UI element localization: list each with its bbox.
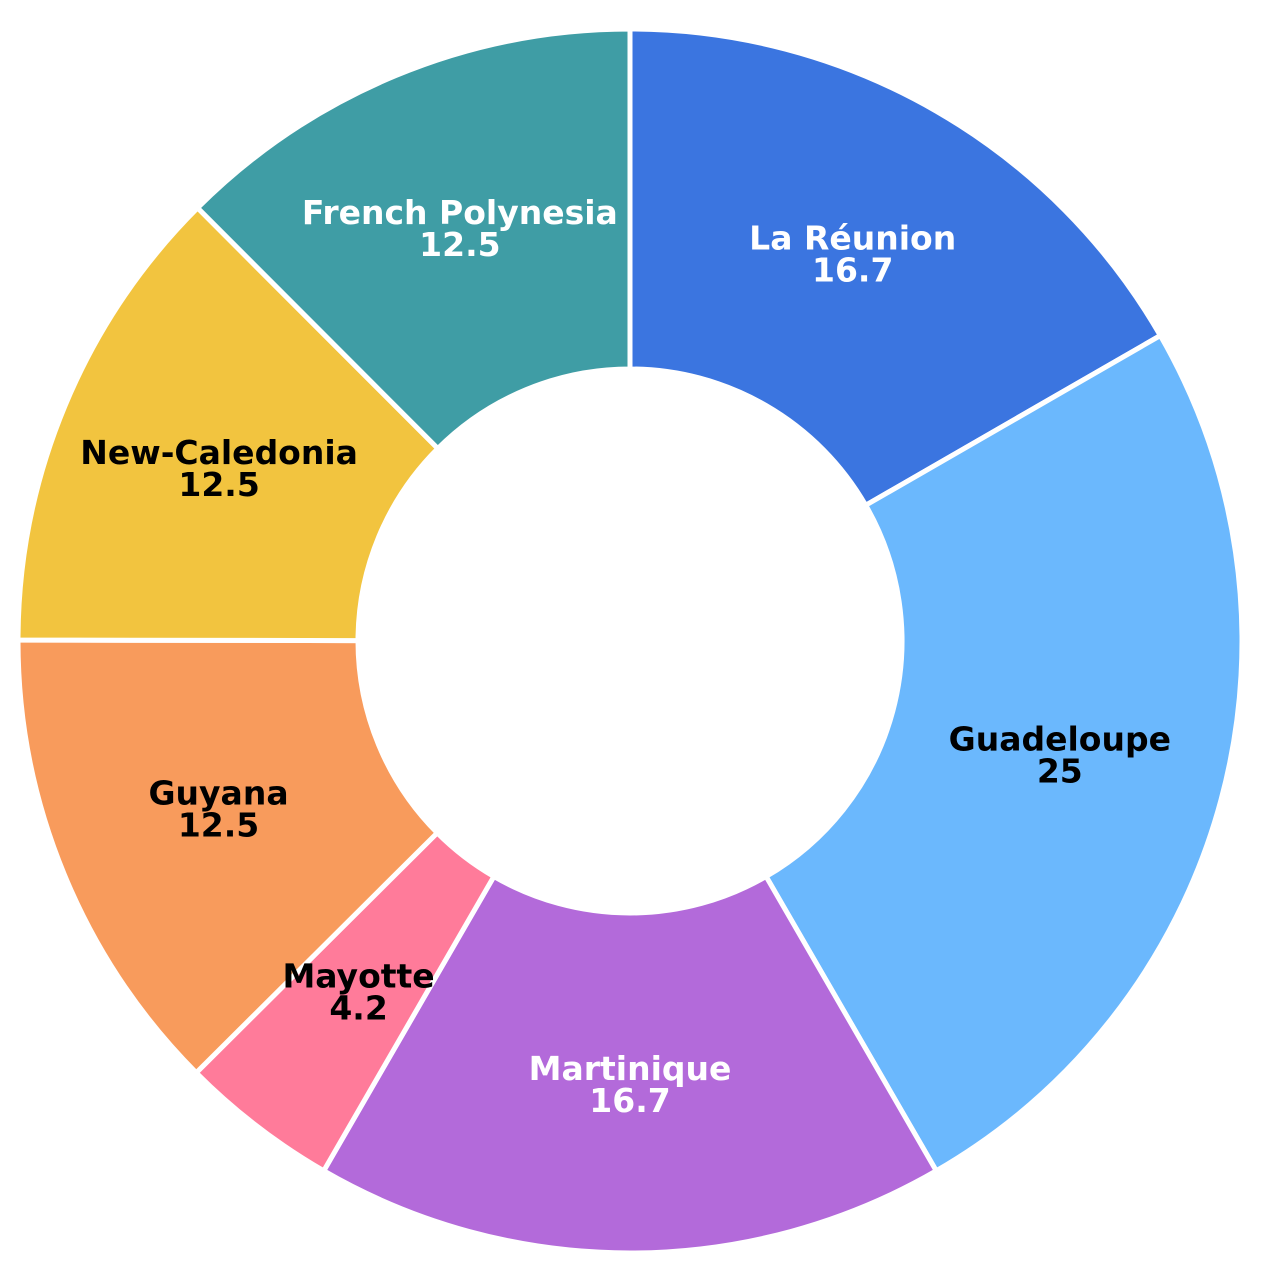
slice-label-martinique: Martinique [529, 1049, 732, 1088]
slice-martinique [321, 873, 939, 1256]
slice-guyana [15, 637, 440, 1076]
slice-label-guadeloupe: Guadeloupe [949, 719, 1171, 758]
slice-value-la-reunion: 16.7 [812, 251, 893, 290]
slice-value-new-caledonia: 12.5 [178, 465, 259, 504]
slice-guadeloupe [763, 333, 1245, 1174]
slice-value-guyana: 12.5 [178, 805, 259, 844]
slice-label-french-polynesia: French Polynesia [302, 193, 618, 232]
slice-new-caledonia [15, 205, 441, 644]
slice-label-mayotte: Mayotte [282, 957, 434, 996]
slice-french-polynesia [195, 26, 633, 452]
slice-label-guyana: Guyana [148, 773, 288, 812]
slice-la-reunion [627, 26, 1163, 508]
slice-value-french-polynesia: 12.5 [419, 225, 500, 264]
slice-label-new-caledonia: New-Caledonia [80, 433, 358, 472]
slice-value-martinique: 16.7 [589, 1081, 670, 1120]
slice-label-la-reunion: La Réunion [749, 219, 956, 258]
labels-group: La Réunion16.7Guadeloupe25Martinique16.7… [80, 193, 1171, 1120]
slices-group [15, 26, 1245, 1256]
slice-value-guadeloupe: 25 [1037, 751, 1083, 790]
slice-value-mayotte: 4.2 [329, 989, 387, 1028]
